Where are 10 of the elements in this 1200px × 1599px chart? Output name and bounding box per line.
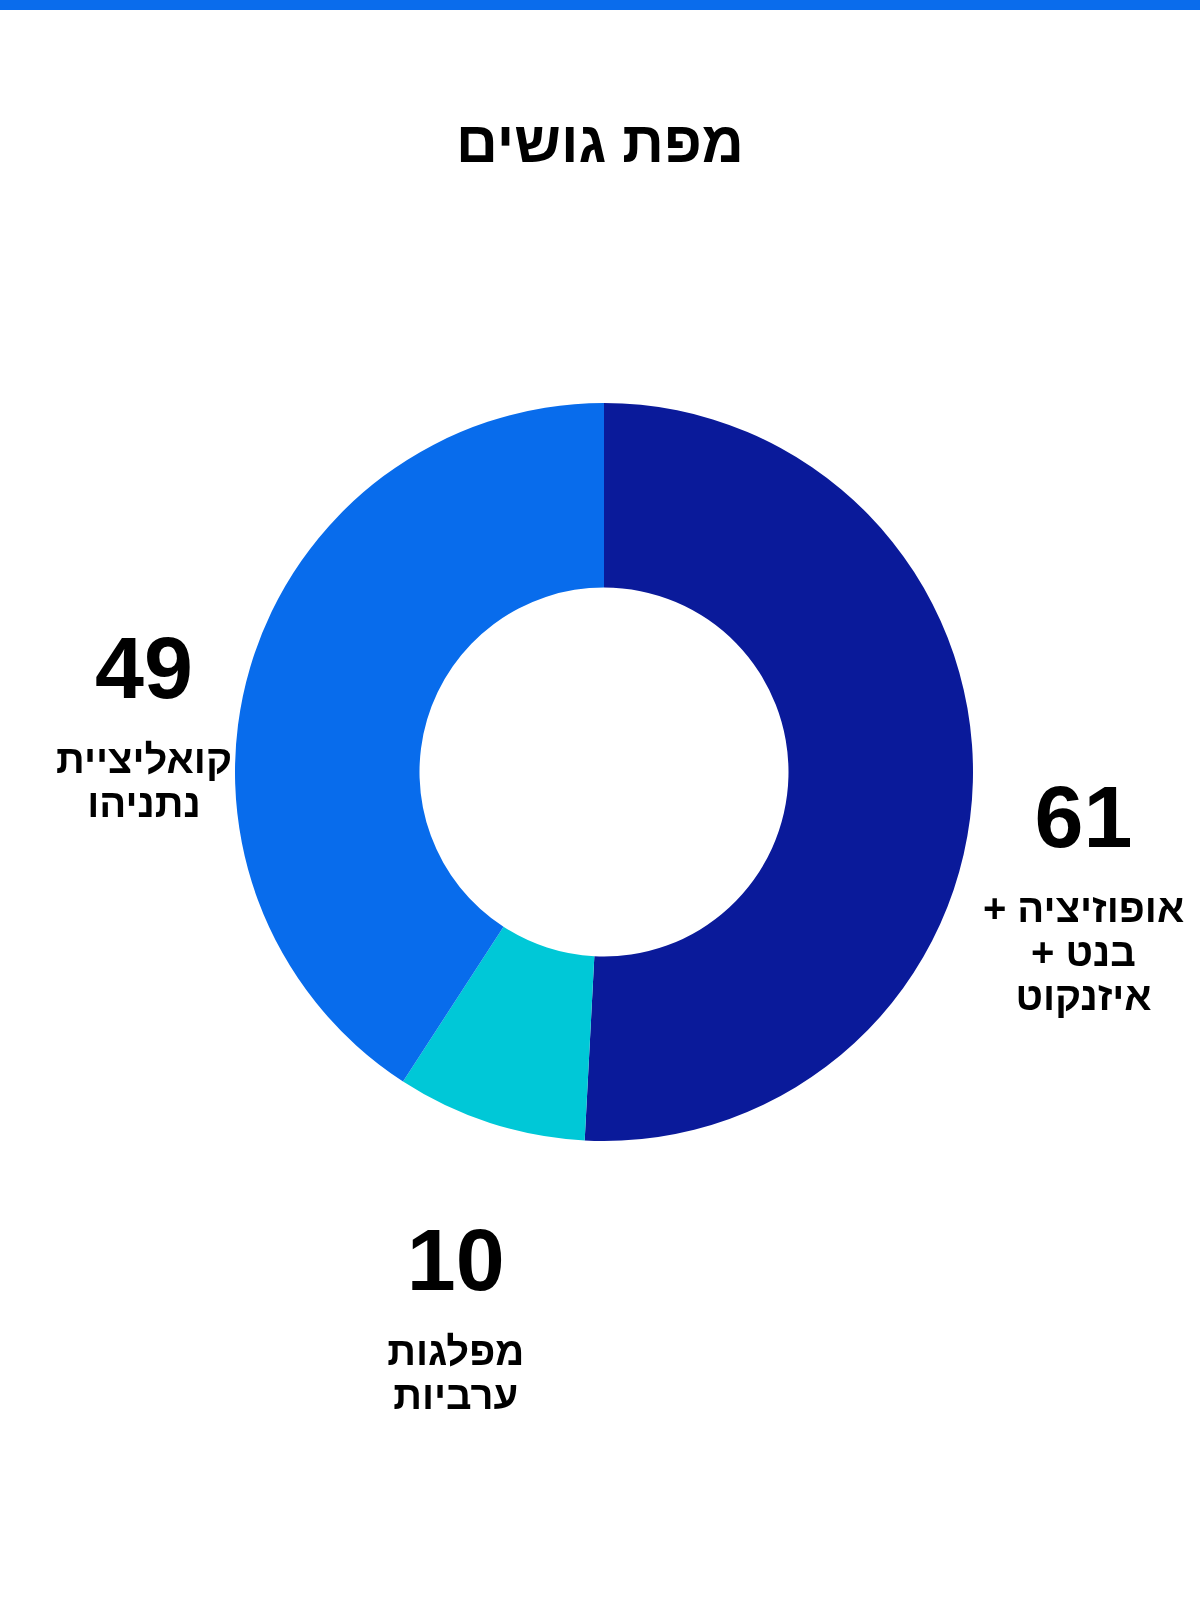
data-label: 10	[405, 1210, 506, 1310]
data-label: 61	[1033, 766, 1134, 866]
chart-title: מפת גושים	[455, 109, 745, 174]
slice-label: אופוזיציה + בנט + איזנקוט	[981, 885, 1186, 1018]
donut-slice	[235, 403, 604, 1082]
slice-label: קואליציית נתניהו	[55, 736, 234, 825]
slice-label: מפלגות ערביות	[386, 1329, 526, 1418]
data-label: 49	[94, 617, 194, 717]
donut-slice	[403, 926, 595, 1141]
donut-slice	[584, 403, 973, 1141]
